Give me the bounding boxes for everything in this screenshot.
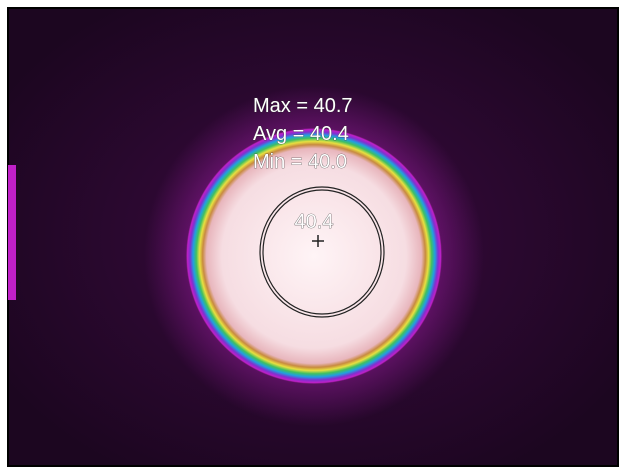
roi-circle	[259, 186, 385, 318]
hot-object	[186, 128, 442, 384]
stat-max: Max = 40.7	[253, 95, 353, 117]
spot-label: 40.4	[295, 211, 334, 233]
edge-hotspot	[8, 165, 16, 300]
crosshair	[312, 235, 324, 247]
roi-circle-inner	[262, 189, 382, 315]
stat-min: Min = 40.0	[253, 151, 347, 173]
stat-avg: Avg = 40.4	[253, 123, 349, 145]
